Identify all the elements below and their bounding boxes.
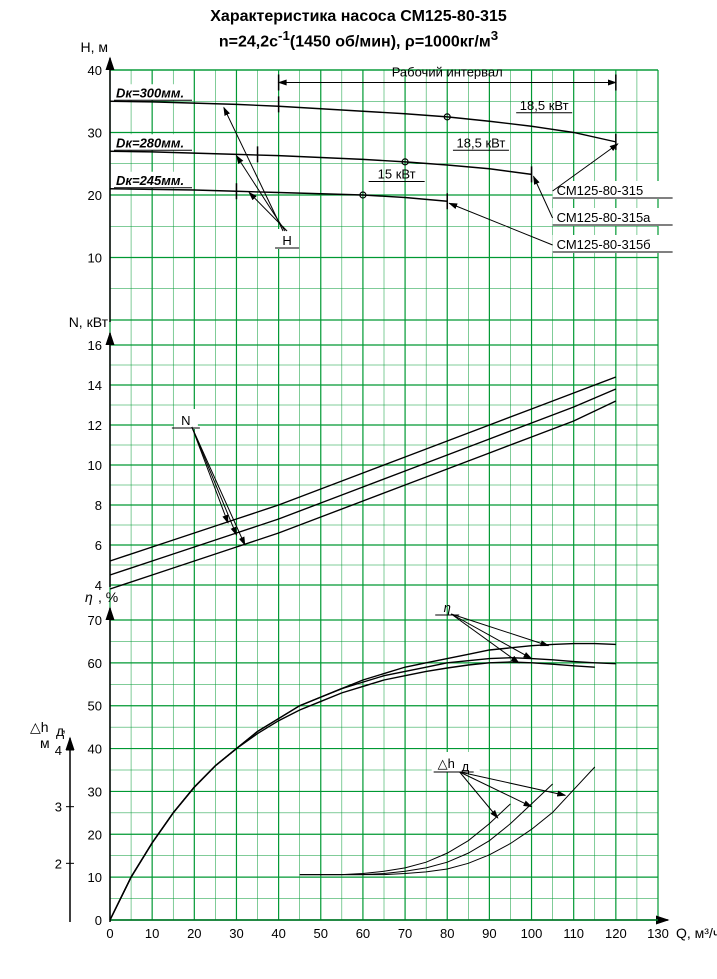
svg-text:η: η <box>85 589 93 605</box>
svg-text:110: 110 <box>563 926 584 941</box>
svg-text:10: 10 <box>145 926 159 941</box>
svg-text:15 кВт: 15 кВт <box>378 167 416 182</box>
svg-text:△h: △h <box>30 719 49 735</box>
svg-text:18,5 кВт: 18,5 кВт <box>457 135 506 150</box>
svg-text:50: 50 <box>314 926 328 941</box>
svg-text:0: 0 <box>95 913 102 928</box>
chart-title-line1: Характеристика насоса СМ125-80-315 <box>0 8 717 26</box>
svg-text:м: м <box>40 735 50 751</box>
svg-text:30: 30 <box>229 926 243 941</box>
svg-text:N: N <box>181 413 190 428</box>
svg-text:40: 40 <box>88 63 102 78</box>
svg-text:40: 40 <box>271 926 285 941</box>
svg-text:70: 70 <box>398 926 412 941</box>
svg-text:H: H <box>282 233 291 248</box>
svg-text:30: 30 <box>88 784 102 799</box>
title-mid: (1450 об/мин), ρ=1000кг/м <box>290 33 491 50</box>
pump-chart-container: Характеристика насоса СМ125-80-315 n=24,… <box>0 0 717 979</box>
svg-text:18,5 кВт: 18,5 кВт <box>520 98 569 113</box>
svg-text:60: 60 <box>88 656 102 671</box>
svg-text:△h: △h <box>438 756 455 771</box>
svg-text:10: 10 <box>88 458 102 473</box>
svg-text:Dк=300мм.: Dк=300мм. <box>116 85 184 100</box>
chart-svg: 0102030405060708090100110120130Q, м³/чH,… <box>0 0 717 979</box>
title-exp1: -1 <box>278 28 290 43</box>
svg-text:10: 10 <box>88 251 102 266</box>
svg-text:70: 70 <box>88 613 102 628</box>
svg-text:СМ125-80-315: СМ125-80-315 <box>557 183 644 198</box>
title-exp2: 3 <box>491 28 498 43</box>
svg-text:90: 90 <box>482 926 496 941</box>
svg-text:80: 80 <box>440 926 454 941</box>
svg-text:N, кВт: N, кВт <box>69 314 109 330</box>
svg-text:30: 30 <box>88 126 102 141</box>
svg-text:4: 4 <box>55 743 62 758</box>
svg-text:14: 14 <box>88 378 102 393</box>
svg-text:η: η <box>444 600 451 615</box>
svg-text:, %: , % <box>98 589 118 605</box>
svg-text:3: 3 <box>55 800 62 815</box>
svg-text:8: 8 <box>95 498 102 513</box>
svg-text:СМ125-80-315б: СМ125-80-315б <box>557 237 651 252</box>
svg-text:2: 2 <box>55 856 62 871</box>
svg-text:10: 10 <box>88 870 102 885</box>
svg-text:60: 60 <box>356 926 370 941</box>
svg-text:100: 100 <box>521 926 543 941</box>
svg-text:20: 20 <box>187 926 201 941</box>
svg-text:16: 16 <box>88 338 102 353</box>
svg-text:20: 20 <box>88 827 102 842</box>
chart-title-line2: n=24,2c-1(1450 об/мин), ρ=1000кг/м3 <box>0 28 717 51</box>
svg-text:0: 0 <box>106 926 113 941</box>
svg-text:12: 12 <box>88 418 102 433</box>
svg-text:50: 50 <box>88 699 102 714</box>
svg-text:Рабочий интервал: Рабочий интервал <box>392 65 503 80</box>
svg-text:120: 120 <box>605 926 627 941</box>
svg-text:40: 40 <box>88 742 102 757</box>
svg-text:6: 6 <box>95 538 102 553</box>
svg-text:20: 20 <box>88 188 102 203</box>
svg-text:130: 130 <box>647 926 669 941</box>
svg-text:Dк=280мм.: Dк=280мм. <box>116 135 184 150</box>
svg-text:Q, м³/ч: Q, м³/ч <box>676 925 717 941</box>
svg-text:Dк=245мм.: Dк=245мм. <box>116 173 184 188</box>
svg-text:СМ125-80-315а: СМ125-80-315а <box>557 210 652 225</box>
svg-text:,: , <box>62 719 66 735</box>
title-prefix: n=24,2c <box>219 33 278 50</box>
